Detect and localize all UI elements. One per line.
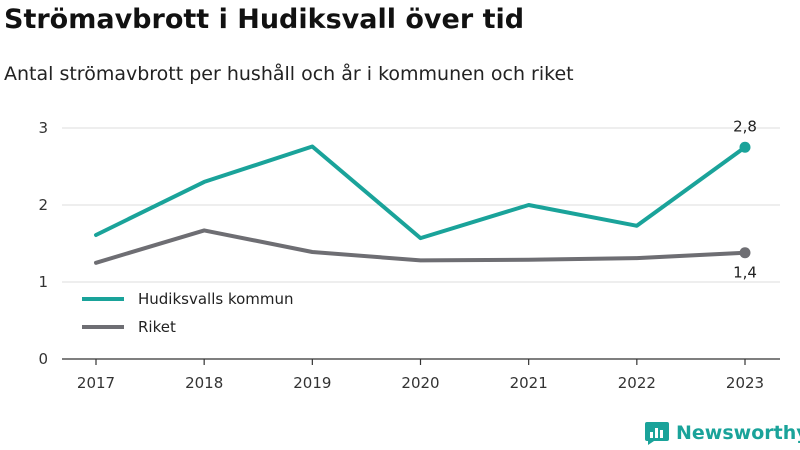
y-tick-label: 3: [38, 119, 48, 137]
newsworthy-logo: Newsworthy: [644, 420, 800, 446]
x-tick-label: 2021: [510, 374, 548, 392]
x-tick-label: 2017: [77, 374, 115, 392]
x-tick-label: 2018: [185, 374, 223, 392]
x-tick-label: 2022: [618, 374, 656, 392]
x-tick-label: 2019: [293, 374, 331, 392]
legend-label: Hudiksvalls kommun: [138, 290, 294, 308]
x-tick-label: 2023: [726, 374, 764, 392]
legend-label: Riket: [138, 318, 176, 336]
data-label: 2,8: [733, 117, 757, 135]
data-label: 1,4: [733, 264, 757, 282]
y-tick-label: 0: [38, 350, 48, 368]
series-line-riket: [94, 228, 747, 265]
y-tick-label: 2: [38, 196, 48, 214]
chart-subtitle: Antal strömavbrott per hushåll och år i …: [4, 63, 574, 85]
chart-title: Strömavbrott i Hudiksvall över tid: [4, 4, 525, 35]
brand-name: Newsworthy: [676, 422, 800, 444]
x-tick-label: 2020: [401, 374, 439, 392]
series-end-point: [739, 141, 751, 153]
series-line-hudiksvall: [94, 144, 747, 241]
series-end-point: [739, 247, 751, 259]
bar-chart-icon: [645, 422, 669, 445]
y-tick-label: 1: [38, 273, 48, 291]
